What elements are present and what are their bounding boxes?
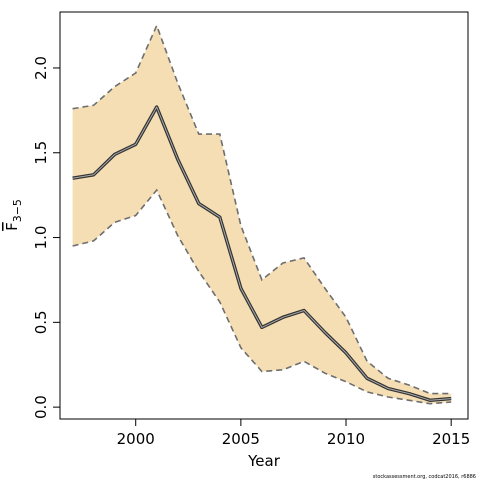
x-axis-title: Year <box>247 452 281 470</box>
x-tick-label: 2010 <box>327 430 365 448</box>
lower-bound-line <box>72 188 452 405</box>
y-tick-label: 0.0 <box>32 395 50 419</box>
upper-bound-line <box>72 23 452 395</box>
x-tick-label: 2005 <box>222 430 260 448</box>
y-tick-label: 2.0 <box>32 56 50 80</box>
y-axis-title-main: F <box>3 222 21 231</box>
credit-text: stockassessment.org, codcat2016, r6886 <box>373 474 476 480</box>
y-tick-label: 1.0 <box>32 226 50 250</box>
x-tick-label: 2015 <box>432 430 470 448</box>
y-tick-label: 1.5 <box>32 141 50 165</box>
y-axis-title-subscript: 3−5 <box>11 199 24 222</box>
x-tick-label: 2000 <box>117 430 155 448</box>
x-axis: 2000 2005 2010 2015 <box>117 418 470 448</box>
estimate-line <box>72 106 452 401</box>
svg-text:F3−5: F3−5 <box>3 199 24 231</box>
confidence-band <box>72 25 452 404</box>
y-tick-label: 0.5 <box>32 310 50 334</box>
y-axis-title: F3−5 <box>3 199 24 231</box>
y-axis: 0.0 0.5 1.0 1.5 2.0 <box>32 56 61 419</box>
